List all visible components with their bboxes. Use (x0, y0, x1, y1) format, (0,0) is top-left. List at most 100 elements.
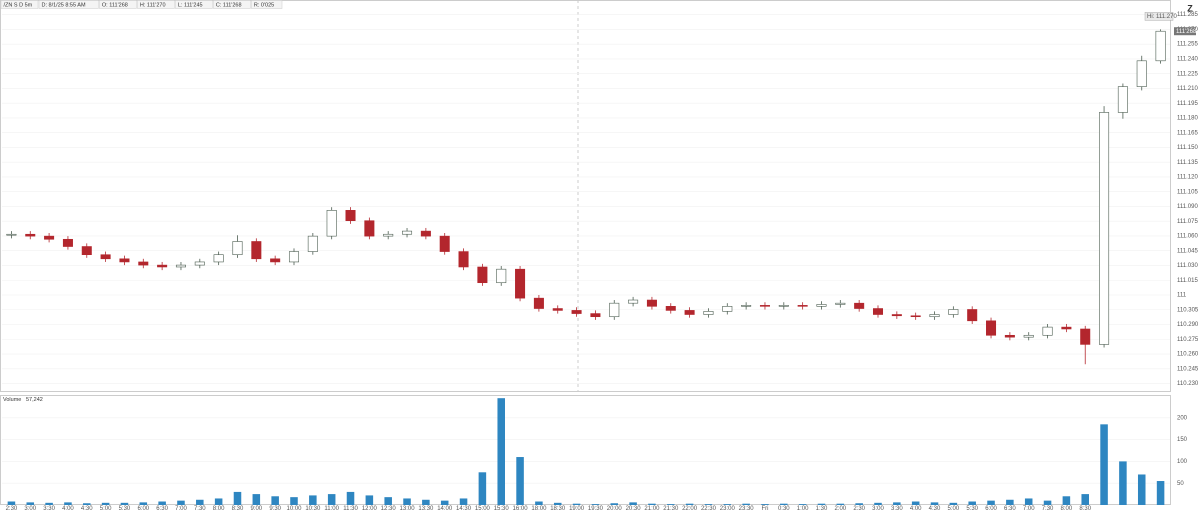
candle-body (232, 241, 243, 256)
candle-body (778, 305, 789, 307)
x-tick-label: 2:00 (834, 506, 846, 512)
candle-body (1136, 60, 1147, 87)
x-tick-label: 22:30 (701, 506, 717, 512)
candle-body (1080, 328, 1091, 345)
y-tick-label: 111.090 (1177, 204, 1198, 210)
candle-body (81, 246, 92, 256)
y-tick-label: 111.225 (1177, 71, 1198, 77)
header-field: O: 111'268 (102, 2, 128, 8)
volume-bar (629, 502, 637, 505)
volume-total: 57,242 (26, 397, 43, 403)
x-tick-label: 3:30 (43, 506, 55, 512)
candle-body (1099, 112, 1110, 345)
x-tick-label: 5:00 (948, 506, 960, 512)
x-tick-label: 6:00 (137, 506, 149, 512)
volume-bar (648, 503, 656, 505)
x-tick-label: 12:30 (381, 506, 397, 512)
header-box (0, 0, 39, 9)
volume-bar (158, 501, 166, 505)
volume-bar (101, 502, 110, 505)
x-tick-label: 11:00 (324, 506, 339, 512)
header-field: L: 111'245 (178, 2, 203, 8)
x-tick-label: 4:00 (910, 506, 922, 512)
x-tick-label: 6:30 (156, 506, 168, 512)
candle-body (420, 230, 431, 237)
y2-tick-label: 100 (1177, 459, 1188, 465)
volume-bar (987, 500, 995, 505)
x-tick-label: 11:30 (343, 506, 358, 512)
x-tick-label: 12:00 (362, 506, 378, 512)
y-tick-label: 111.210 (1177, 86, 1198, 92)
x-tick-label: 3:30 (891, 506, 903, 512)
volume-bar (874, 502, 882, 505)
x-tick-label: 23:00 (720, 506, 736, 512)
last-label: 111'268 (1176, 29, 1197, 35)
x-tick-label: 10:00 (286, 506, 302, 512)
candle-body (759, 305, 770, 307)
volume-bar (572, 503, 581, 505)
volume-bar (290, 497, 298, 505)
candle-body (100, 254, 111, 260)
candle-body (552, 308, 563, 311)
x-tick-label: 13:30 (418, 506, 434, 512)
volume-bar (553, 502, 562, 505)
header-field: R: 0'025 (254, 2, 274, 8)
x-tick-label: 8:30 (1079, 506, 1091, 512)
volume-bar (403, 498, 411, 505)
volume-bar (685, 503, 694, 505)
candle-body (929, 314, 940, 318)
x-tick-label: 5:00 (100, 506, 112, 512)
candle-body (439, 235, 450, 252)
y-tick-label: 111.240 (1177, 56, 1198, 62)
header-box (99, 0, 137, 9)
x-tick-label: 8:00 (213, 506, 225, 512)
candle-body (270, 258, 281, 263)
y2-tick-label: 150 (1177, 437, 1188, 443)
volume-bar (327, 494, 336, 505)
candle-body (835, 302, 846, 305)
x-tick-label: 3:00 (24, 506, 36, 512)
x-tick-label: 5:30 (966, 506, 978, 512)
y-tick-label: 111.120 (1177, 175, 1198, 181)
x-tick-label: 9:30 (269, 506, 281, 512)
x-tick-label: 19:30 (588, 506, 604, 512)
candle-body (571, 310, 582, 314)
candle-body (496, 268, 507, 284)
candle-body (533, 297, 544, 309)
candle-body (307, 235, 318, 252)
x-tick-label: 8:00 (1061, 506, 1073, 512)
x-tick-label: 18:00 (531, 506, 547, 512)
high-label: Hi: 111.270 (1147, 14, 1177, 20)
header-box (38, 0, 99, 9)
candle-body (62, 238, 73, 247)
y-tick-label: 111.045 (1177, 248, 1198, 254)
x-tick-label: 16:00 (513, 506, 529, 512)
y-tick-label: 111.105 (1177, 189, 1198, 195)
candle-body (1117, 86, 1128, 113)
volume-bar (64, 502, 72, 505)
candle-body (119, 258, 130, 263)
menu-icon[interactable]: Z (1187, 3, 1193, 13)
header-field: C: 111'268 (216, 2, 242, 8)
x-tick-label: 7:00 (175, 506, 187, 512)
y-tick-label: 111.255 (1177, 42, 1198, 48)
volume-bar (704, 504, 713, 505)
volume-bar (459, 498, 468, 505)
x-tick-label: 18:30 (550, 506, 566, 512)
y-tick-label: 110.230 (1177, 381, 1199, 387)
candle-body (213, 254, 224, 263)
x-tick-label: 8:30 (232, 506, 244, 512)
x-tick-label: 7:30 (194, 506, 206, 512)
candle-body (967, 309, 978, 322)
candle-body (891, 314, 902, 317)
volume-bar (196, 499, 204, 505)
candle-body (458, 251, 469, 268)
volume-title: Volume (3, 397, 21, 403)
x-tick-label: 15:00 (475, 506, 491, 512)
x-tick-label: 20:00 (607, 506, 623, 512)
volume-bar (1024, 498, 1033, 505)
y-tick-label: 111.015 (1177, 278, 1198, 284)
candle-body (175, 264, 186, 268)
candle-body (326, 210, 337, 237)
volume-bar (120, 502, 129, 505)
